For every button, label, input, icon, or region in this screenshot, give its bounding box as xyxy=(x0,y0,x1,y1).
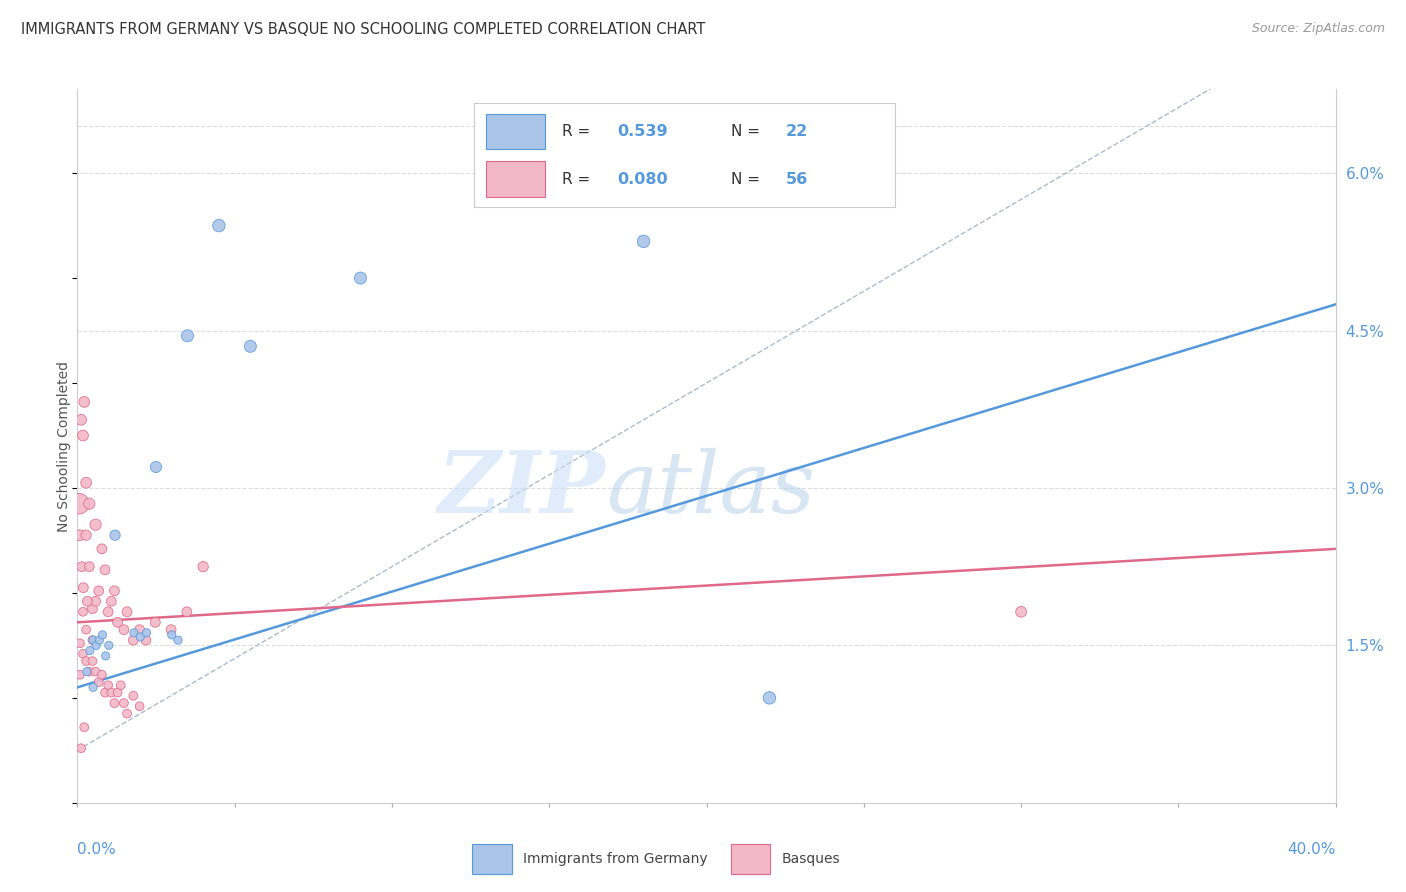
Point xyxy=(135,625,157,640)
Point xyxy=(208,219,231,233)
Point xyxy=(128,623,150,637)
Text: 40.0%: 40.0% xyxy=(1288,842,1336,857)
Text: 22: 22 xyxy=(786,124,808,139)
Bar xyxy=(472,844,512,874)
Point xyxy=(1010,605,1032,619)
Point xyxy=(110,678,132,692)
Point xyxy=(87,675,110,690)
Point xyxy=(758,690,780,705)
Point xyxy=(84,517,107,532)
Point xyxy=(82,601,104,615)
Point xyxy=(79,497,101,511)
Point xyxy=(94,648,117,663)
Point xyxy=(160,623,183,637)
Point xyxy=(167,633,190,648)
Bar xyxy=(486,114,546,149)
Point xyxy=(82,681,104,695)
Point xyxy=(145,460,167,475)
Text: R =: R = xyxy=(562,124,595,139)
Point xyxy=(160,628,183,642)
Point xyxy=(122,633,145,648)
Text: Immigrants from Germany: Immigrants from Germany xyxy=(523,852,707,865)
Point xyxy=(191,559,215,574)
Point xyxy=(176,328,198,343)
Point xyxy=(84,639,107,653)
Point xyxy=(115,706,138,721)
Point xyxy=(87,583,110,598)
Point xyxy=(72,605,94,619)
Point xyxy=(100,594,122,608)
Point xyxy=(91,628,114,642)
Point xyxy=(79,665,101,679)
Point xyxy=(84,665,107,679)
Point xyxy=(633,235,655,249)
Point xyxy=(76,665,98,679)
Point xyxy=(72,581,94,595)
Text: 0.539: 0.539 xyxy=(617,124,668,139)
Text: atlas: atlas xyxy=(606,448,815,530)
Text: Source: ZipAtlas.com: Source: ZipAtlas.com xyxy=(1251,22,1385,36)
Point xyxy=(72,647,94,661)
Point xyxy=(90,541,112,556)
Point xyxy=(70,559,93,574)
Point xyxy=(73,395,96,409)
Point xyxy=(128,699,150,714)
Bar xyxy=(731,844,770,874)
Point xyxy=(129,630,152,644)
Point xyxy=(97,678,120,692)
Point xyxy=(82,633,104,648)
Text: N =: N = xyxy=(731,171,765,186)
Point xyxy=(103,696,125,710)
Point xyxy=(349,271,371,285)
Text: ZIP: ZIP xyxy=(439,447,606,531)
Point xyxy=(79,559,101,574)
Text: Basques: Basques xyxy=(782,852,841,865)
Point xyxy=(90,667,112,681)
Point xyxy=(112,696,135,710)
Point xyxy=(89,633,111,648)
Point xyxy=(70,741,93,756)
Point xyxy=(82,633,104,648)
Point xyxy=(73,720,96,734)
Point xyxy=(69,528,91,542)
Point xyxy=(84,594,107,608)
Point xyxy=(104,528,127,542)
Y-axis label: No Schooling Completed: No Schooling Completed xyxy=(58,360,72,532)
Point xyxy=(239,339,262,353)
Point xyxy=(103,583,125,598)
Point xyxy=(76,594,98,608)
Point xyxy=(72,428,94,442)
Point xyxy=(122,625,145,640)
Point xyxy=(94,563,117,577)
Bar xyxy=(486,161,546,196)
Point xyxy=(67,497,90,511)
Point xyxy=(107,615,129,630)
Text: N =: N = xyxy=(731,124,765,139)
Point xyxy=(79,643,101,657)
Text: 0.080: 0.080 xyxy=(617,171,668,186)
Point xyxy=(69,636,91,650)
Point xyxy=(82,654,104,668)
Point xyxy=(75,654,97,668)
Point xyxy=(122,689,145,703)
Point xyxy=(115,605,138,619)
Point xyxy=(69,667,91,681)
Point xyxy=(112,623,135,637)
Point xyxy=(176,605,198,619)
Point xyxy=(70,413,93,427)
Text: IMMIGRANTS FROM GERMANY VS BASQUE NO SCHOOLING COMPLETED CORRELATION CHART: IMMIGRANTS FROM GERMANY VS BASQUE NO SCH… xyxy=(21,22,706,37)
Point xyxy=(100,685,122,699)
Point xyxy=(75,528,97,542)
Point xyxy=(97,605,120,619)
Text: 0.0%: 0.0% xyxy=(77,842,117,857)
Text: 56: 56 xyxy=(786,171,808,186)
Point xyxy=(107,685,129,699)
Point xyxy=(75,623,97,637)
Point xyxy=(75,475,97,490)
Point xyxy=(135,633,157,648)
Point xyxy=(143,615,166,630)
Point xyxy=(97,639,120,653)
Text: R =: R = xyxy=(562,171,595,186)
Point xyxy=(94,685,117,699)
